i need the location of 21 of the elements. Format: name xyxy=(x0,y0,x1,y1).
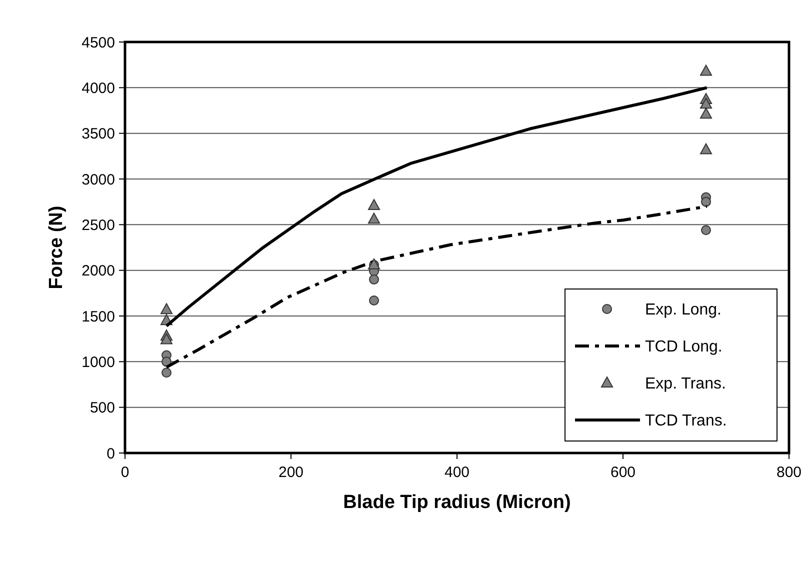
x-axis-title: Blade Tip radius (Micron) xyxy=(343,492,571,513)
x-tick-label: 0 xyxy=(120,464,130,481)
x-tick-label: 200 xyxy=(278,464,304,481)
legend-label: Exp. Long. xyxy=(645,302,722,319)
y-tick-label: 2000 xyxy=(82,262,115,280)
y-tick-label: 0 xyxy=(106,445,115,462)
x-tick-label: 400 xyxy=(444,464,470,481)
y-tick-label: 1000 xyxy=(82,354,115,371)
y-tick-label: 4000 xyxy=(82,80,115,97)
y-axis-title: Force (N) xyxy=(46,206,67,290)
legend-label: TCD Trans. xyxy=(645,412,727,430)
legend-label: TCD Long. xyxy=(645,338,722,356)
legend-label: Exp. Trans. xyxy=(645,376,726,393)
y-tick-label: 3500 xyxy=(82,126,115,143)
y-tick-label: 500 xyxy=(90,400,115,417)
y-tick-label: 3000 xyxy=(82,171,115,188)
y-tick-label: 4500 xyxy=(82,34,115,52)
y-tick-label: 1500 xyxy=(82,308,115,326)
x-tick-label: 600 xyxy=(610,464,636,481)
y-tick-label: 2500 xyxy=(82,216,115,234)
x-tick-label: 800 xyxy=(776,464,802,481)
